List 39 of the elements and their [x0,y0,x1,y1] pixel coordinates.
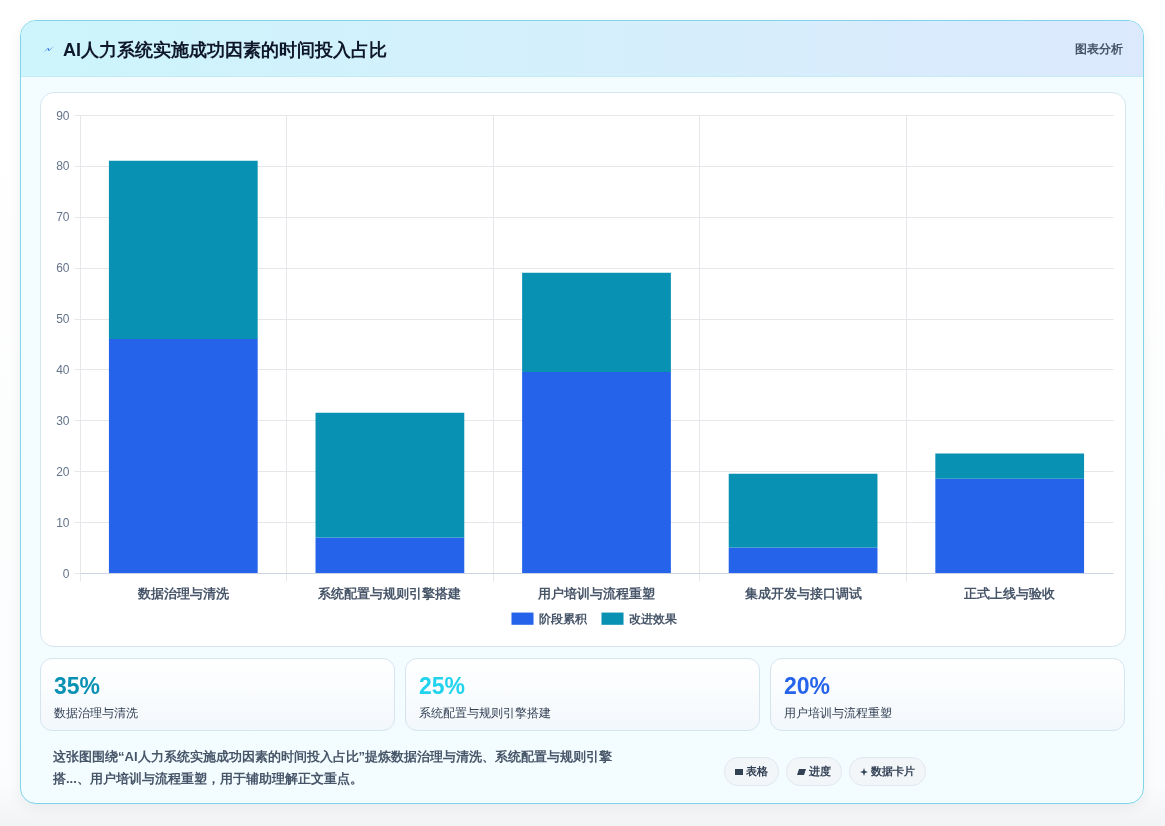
text: 进度 [809,764,831,779]
y-tick-label: 60 [56,261,70,276]
bar [935,453,1085,479]
y-tick-label: 70 [56,210,70,225]
legend-label: 阶段累积 [539,611,588,626]
text: 25% [419,673,466,700]
y-tick-label: 90 [56,108,70,123]
text: 数据治理与清洗 [54,705,138,722]
y-tick-label: 30 [56,413,70,428]
y-tick-label: 80 [56,159,70,174]
x-tick-label: 系统配置与规则引擎搭建 [317,585,462,601]
chart-title: AI人力系统实施成功因素的时间投入占比 [63,39,387,62]
text: 图表分析 [1075,41,1123,58]
x-tick-label: 集成开发与接口调试 [743,585,862,601]
x-tick-label: 正式上线与验收 [963,585,1057,601]
bar [935,478,1085,573]
bar [315,537,465,573]
y-tick-label: 0 [62,566,70,581]
legend-label: 改进效果 [629,611,678,626]
text: 20% [784,673,831,700]
bar [108,160,258,339]
bar [108,338,258,573]
text: 35% [54,673,101,700]
bar [728,473,878,548]
bar [728,547,878,573]
bar [522,371,671,573]
y-tick-label: 50 [56,312,70,327]
text: 这张图围绕“AI人力系统实施成功因素的时间投入占比”提炼数据治理与清洗、系统配置与规则引擎搭...、用户培训与流程重塑，用于辅助理解正文重点。 [53,748,613,788]
x-tick-label: 用户培训与流程重塑 [537,585,655,601]
text: 系统配置与规则引擎搭建 [419,705,551,722]
y-tick-label: 10 [56,515,70,530]
y-tick-label: 40 [56,362,70,377]
text: 数据卡片 [871,764,915,779]
x-tick-label: 数据治理与清洗 [136,585,230,601]
text: 表格 [746,764,768,779]
bar [522,272,671,372]
text: 用户培训与流程重塑 [784,705,892,722]
y-tick-label: 20 [56,464,70,479]
bar [315,412,465,538]
